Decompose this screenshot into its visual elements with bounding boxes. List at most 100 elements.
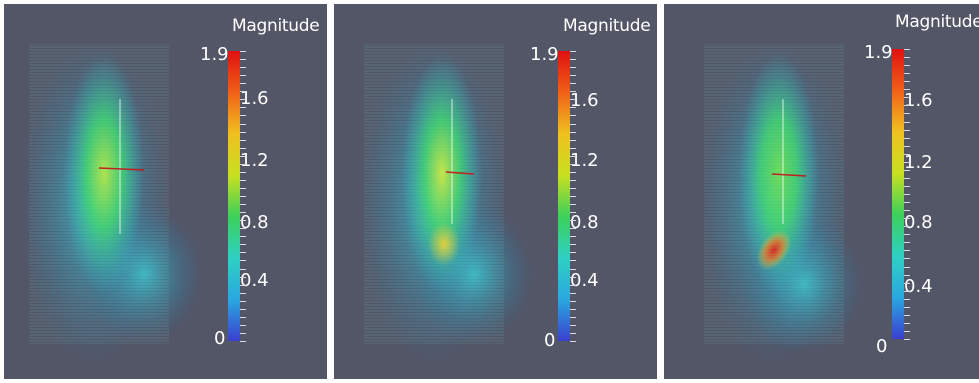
colorbar-minor-tick <box>570 252 576 253</box>
colorbar-minor-tick <box>240 51 246 52</box>
colorbar <box>228 51 240 341</box>
colorbar-minor-tick <box>904 146 910 147</box>
colorbar-minor-tick <box>240 91 246 92</box>
colorbar-minor-tick <box>240 341 246 342</box>
colorbar-minor-tick <box>570 180 576 181</box>
colorbar-minor-tick <box>570 269 576 270</box>
colorbar-minor-tick <box>570 236 576 237</box>
colorbar-min-label: 0 <box>214 328 226 349</box>
colorbar-minor-tick <box>904 81 910 82</box>
colorbar-minor-tick <box>904 307 910 308</box>
colorbar-title: Magnitude <box>563 16 651 36</box>
colorbar-minor-tick <box>904 130 910 131</box>
colorbar-minor-tick <box>570 204 576 205</box>
vector-field-render <box>19 44 204 364</box>
colorbar-minor-tick <box>570 196 576 197</box>
vector-field-render <box>359 44 534 364</box>
colorbar-minor-tick <box>570 59 576 60</box>
colorbar-tick-label: 1.2 <box>904 152 933 173</box>
colorbar-tick-label: 0.4 <box>240 270 269 291</box>
colorbar-min-label: 0 <box>544 330 556 351</box>
colorbar-title: Magnitude <box>895 12 979 32</box>
colorbar-minor-tick <box>904 89 910 90</box>
colorbar-tick-label: 0.8 <box>570 212 599 233</box>
colorbar-minor-tick <box>904 170 910 171</box>
colorbar-tick-label: 1.2 <box>570 150 599 171</box>
colorbar-minor-tick <box>904 218 910 219</box>
colorbar-minor-tick <box>570 220 576 221</box>
colorbar-minor-tick <box>570 188 576 189</box>
colorbar-tick-label: 1.6 <box>570 90 599 111</box>
colorbar-tick-label: 0.4 <box>904 276 933 297</box>
colorbar-minor-tick <box>570 341 576 342</box>
colorbar-minor-tick <box>904 331 910 332</box>
colorbar-minor-tick <box>240 220 246 221</box>
colorbar-minor-tick <box>240 75 246 76</box>
colorbar-minor-tick <box>570 333 576 334</box>
colorbar-minor-tick <box>570 277 576 278</box>
colorbar-minor-tick <box>570 244 576 245</box>
colorbar-minor-tick <box>904 242 910 243</box>
colorbar-minor-tick <box>240 99 246 100</box>
colorbar-minor-tick <box>570 156 576 157</box>
colorbar-minor-tick <box>240 107 246 108</box>
colorbar-tick-label: 1.2 <box>240 150 269 171</box>
colorbar-minor-tick <box>904 97 910 98</box>
colorbar-minor-tick <box>240 188 246 189</box>
colorbar-minor-tick <box>570 107 576 108</box>
colorbar-minor-tick <box>904 202 910 203</box>
colorbar-minor-tick <box>570 293 576 294</box>
colorbar-minor-tick <box>570 317 576 318</box>
colorbar <box>892 49 904 339</box>
colorbar-minor-tick <box>904 226 910 227</box>
colorbar-minor-tick <box>240 277 246 278</box>
colorbar-minor-tick <box>240 59 246 60</box>
colorbar-minor-tick <box>904 113 910 114</box>
panel-left: Magnitude 1.9 1.6 1.2 0.8 0.4 0 <box>4 4 327 379</box>
colorbar-minor-tick <box>904 291 910 292</box>
colorbar-minor-tick <box>240 236 246 237</box>
colorbar-minor-tick <box>570 99 576 100</box>
colorbar-title: Magnitude <box>232 16 320 36</box>
colorbar-minor-tick <box>240 115 246 116</box>
colorbar-tick-label: 0.4 <box>570 270 599 291</box>
vector-field-render <box>699 44 864 364</box>
colorbar-max-label: 1.9 <box>530 44 559 65</box>
colorbar-minor-tick <box>240 67 246 68</box>
colorbar-minor-tick <box>240 244 246 245</box>
colorbar-minor-tick <box>904 267 910 268</box>
colorbar-minor-tick <box>240 180 246 181</box>
colorbar-minor-tick <box>570 260 576 261</box>
colorbar-minor-tick <box>570 67 576 68</box>
colorbar-minor-tick <box>904 162 910 163</box>
colorbar-minor-tick <box>240 228 246 229</box>
colorbar-minor-tick <box>240 252 246 253</box>
colorbar-minor-tick <box>240 124 246 125</box>
colorbar-minor-tick <box>570 91 576 92</box>
colorbar-max-label: 1.9 <box>864 42 893 63</box>
colorbar-minor-tick <box>570 212 576 213</box>
colorbar-minor-tick <box>570 75 576 76</box>
colorbar-minor-tick <box>904 154 910 155</box>
colorbar-minor-tick <box>904 250 910 251</box>
colorbar-tick-label: 1.6 <box>904 90 933 111</box>
colorbar-minor-tick <box>240 285 246 286</box>
colorbar-minor-tick <box>904 49 910 50</box>
colorbar-minor-tick <box>240 333 246 334</box>
colorbar-minor-tick <box>904 186 910 187</box>
colorbar-minor-tick <box>240 132 246 133</box>
colorbar-minor-tick <box>240 269 246 270</box>
colorbar-minor-tick <box>240 317 246 318</box>
colorbar-minor-tick <box>570 115 576 116</box>
colorbar-minor-tick <box>904 315 910 316</box>
colorbar-minor-tick <box>240 325 246 326</box>
colorbar-minor-tick <box>904 234 910 235</box>
colorbar-minor-tick <box>240 148 246 149</box>
colorbar-minor-tick <box>240 309 246 310</box>
colorbar-tick-label: 0.8 <box>240 212 269 233</box>
colorbar-minor-tick <box>570 285 576 286</box>
colorbar-minor-tick <box>904 65 910 66</box>
colorbar-minor-tick <box>240 293 246 294</box>
colorbar-minor-tick <box>570 124 576 125</box>
